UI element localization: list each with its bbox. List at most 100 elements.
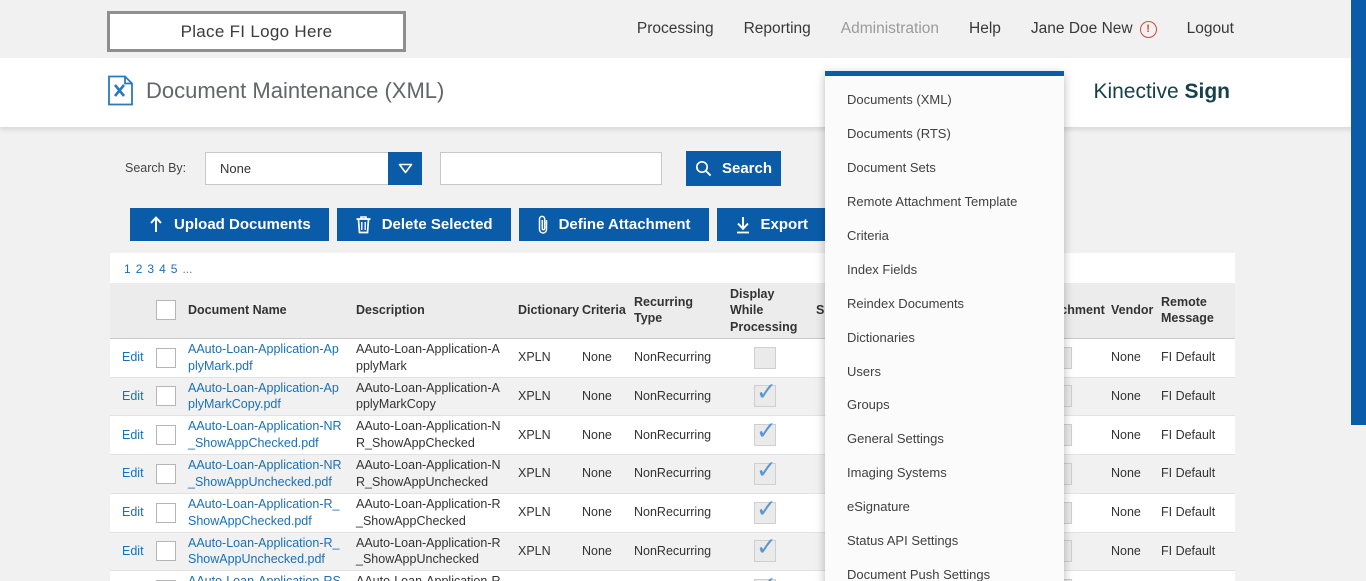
document-name-link[interactable]: AAuto-Loan-Application-RS-AFD731-test.pd… (188, 574, 341, 581)
header-criteria: Criteria (576, 283, 628, 339)
document-name-link[interactable]: AAuto-Loan-Application-R_ShowAppUnchecke… (188, 535, 340, 567)
page-link-5[interactable]: 5 (170, 262, 178, 276)
recurring-type-cell: NonRecurring (628, 570, 724, 581)
download-arrow-icon (735, 216, 751, 234)
document-name-link[interactable]: AAuto-Loan-Application-ApplyMarkCopy.pdf (188, 380, 339, 412)
recurring-type-cell: NonRecurring (628, 532, 724, 572)
table-row: Edit AAuto-Loan-Application-R_ShowAppUnch… (110, 532, 1235, 572)
table-row: Edit AAuto-Loan-Application-NR_ShowAppChe… (110, 415, 1235, 455)
edit-link[interactable]: Edit (122, 427, 144, 442)
edit-link[interactable]: Edit (122, 543, 144, 558)
row-checkbox[interactable] (156, 541, 176, 562)
edit-link[interactable]: Edit (122, 466, 144, 481)
description-cell: AAuto-Loan-Application-NR_ShowAppUncheck… (350, 454, 512, 494)
nav-label: Processing (636, 20, 714, 37)
menu-item-groups[interactable]: Groups (847, 397, 890, 413)
nav-item-processing[interactable]: Processing (637, 20, 714, 38)
brand-regular: Kinective (1093, 80, 1179, 103)
export-button[interactable]: Export (716, 208, 827, 241)
check-icon: ✓ (756, 378, 777, 407)
display-while-processing-cell: ✓ (724, 415, 810, 455)
criteria-cell: None (576, 377, 628, 417)
dictionary-cell: XPLN (512, 338, 576, 378)
administration-dropdown-menu: Documents (XML) Documents (RTS) Document S… (825, 71, 1064, 581)
define-attachment-button[interactable]: Define Attachment (518, 208, 709, 241)
description-cell: AAuto-Loan-Application-ApplyMarkCopy (350, 377, 512, 417)
search-input[interactable] (440, 152, 662, 185)
table-row: Edit AAuto-Loan-Application-ApplyMarkCopy… (110, 377, 1235, 417)
edit-link[interactable]: Edit (122, 388, 144, 403)
page-title: Document Maintenance (XML) (146, 77, 445, 103)
page-link-3[interactable]: 3 (147, 262, 155, 276)
edit-link[interactable]: Edit (122, 505, 144, 520)
brand-logo: Kinective Sign (1093, 80, 1230, 104)
edit-link[interactable]: Edit (122, 350, 144, 365)
menu-item-reindex-documents[interactable]: Reindex Documents (847, 295, 965, 311)
menu-item-general-settings[interactable]: General Settings (847, 431, 944, 447)
nav-item-administration[interactable]: Administration (841, 20, 939, 38)
title-band: Document Maintenance (XML) Kinective Sig… (0, 58, 1366, 127)
menu-item-document-push-settings[interactable]: Document Push Settings (847, 566, 991, 581)
vertical-scrollbar-track[interactable] (1351, 0, 1366, 581)
check-icon: ✓ (756, 417, 777, 446)
document-name-link[interactable]: AAuto-Loan-Application-R_ShowAppChecked.… (188, 496, 340, 528)
top-header: Place FI Logo Here Processing Reporting Ad… (0, 0, 1366, 58)
row-checkbox[interactable] (156, 347, 176, 368)
row-checkbox[interactable] (156, 463, 176, 484)
document-name-cell: AAuto-Loan-Application-RS-AFD731-test.pd… (182, 570, 350, 581)
warning-icon[interactable]: ! (1139, 20, 1157, 38)
menu-item-document-sets[interactable]: Document Sets (847, 160, 936, 176)
menu-item-documents-xml[interactable]: Documents (XML) (847, 92, 952, 108)
criteria-cell: None (576, 493, 628, 533)
header-document-name: Document Name (182, 283, 350, 339)
page-link-4[interactable]: 4 (159, 262, 166, 276)
menu-item-index-fields[interactable]: Index Fields (847, 261, 918, 277)
menu-item-remote-attachment-template[interactable]: Remote Attachment Template (847, 194, 1018, 210)
delete-selected-button[interactable]: Delete Selected (336, 208, 511, 241)
edit-cell: Edit (110, 338, 150, 378)
vertical-scrollbar-thumb[interactable] (1351, 0, 1366, 425)
page-link-1[interactable]: 1 (124, 262, 131, 276)
nav-item-reporting[interactable]: Reporting (744, 20, 811, 38)
document-name-cell: AAuto-Loan-Application-ApplyMarkCopy.pdf (182, 377, 350, 417)
table-row: Edit AAuto-Loan-Application-RS-AFD731-tes… (110, 570, 1235, 581)
menu-item-documents-rts[interactable]: Documents (RTS) (847, 126, 951, 142)
document-name-link[interactable]: AAuto-Loan-Application-NR_ShowAppUncheck… (188, 458, 342, 489)
select-all-checkbox[interactable] (156, 300, 176, 321)
document-name-link[interactable]: AAuto-Loan-Application-NR_ShowAppChecked… (188, 419, 342, 451)
search-by-dropdown[interactable]: None (205, 152, 422, 185)
header-recurring-type: Recurring Type (628, 283, 724, 339)
menu-item-dictionaries[interactable]: Dictionaries (847, 329, 915, 345)
nav-item-jane-doe-new[interactable]: Jane Doe New! (1031, 20, 1157, 38)
menu-item-imaging-systems[interactable]: Imaging Systems (847, 465, 947, 481)
upload-documents-button[interactable]: Upload Documents (130, 208, 329, 241)
edit-cell: Edit (110, 532, 150, 572)
menu-item-criteria[interactable]: Criteria (847, 228, 889, 243)
document-name-link[interactable]: AAuto-Loan-Application-ApplyMark.pdf (188, 341, 339, 373)
edit-cell: Edit (110, 493, 150, 533)
row-checkbox[interactable] (156, 425, 176, 446)
header-remote-message: Remote Message (1155, 283, 1235, 339)
row-checkbox[interactable] (156, 386, 176, 407)
menu-item-status-api-settings[interactable]: Status API Settings (847, 533, 959, 549)
main-nav: Processing Reporting Administration Help Jan… (637, 0, 1234, 58)
recurring-type-cell: NonRecurring (628, 415, 724, 455)
table-row: Edit AAuto-Loan-Application-ApplyMark.pdf… (110, 338, 1235, 378)
criteria-cell: None (576, 570, 628, 581)
nav-item-logout[interactable]: Logout (1187, 20, 1234, 38)
menu-item-esignature[interactable]: eSignature (847, 499, 910, 515)
nav-item-help[interactable]: Help (969, 20, 1001, 38)
document-name-cell: AAuto-Loan-Application-NR_ShowAppChecked… (182, 415, 350, 455)
menu-item-users[interactable]: Users (847, 363, 881, 379)
remote-message-cell: FI Default (1155, 493, 1235, 533)
chevron-down-icon[interactable] (388, 152, 422, 185)
row-checkbox[interactable] (156, 502, 176, 523)
vendor-cell: None (1105, 415, 1155, 455)
search-button[interactable]: Search (686, 151, 781, 186)
dictionary-cell: XPLN (512, 570, 576, 581)
page-link-2[interactable]: 2 (135, 262, 143, 276)
paperclip-icon (537, 215, 549, 235)
check-icon: ✓ (756, 494, 777, 523)
search-icon (695, 160, 712, 177)
search-by-label: Search By: (125, 161, 187, 175)
